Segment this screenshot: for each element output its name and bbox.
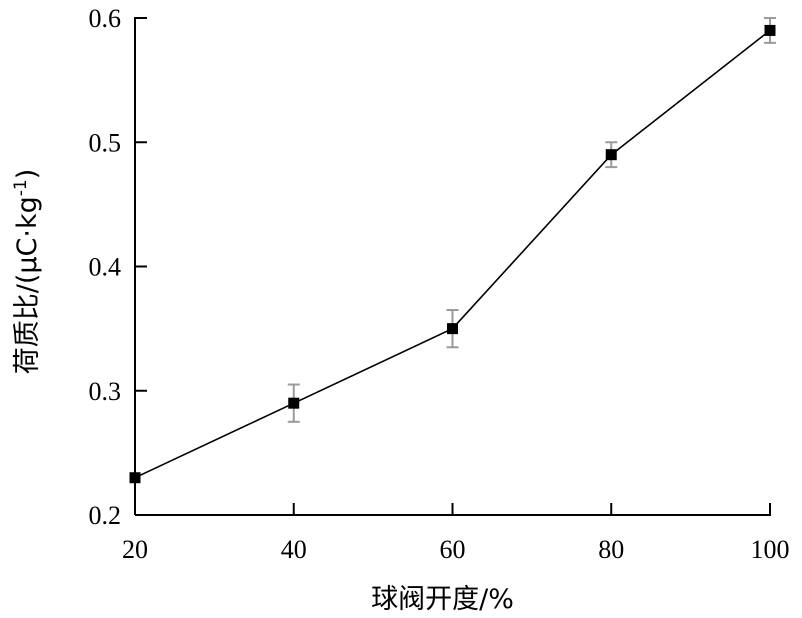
x-tick-label-3: 80 — [598, 535, 624, 564]
x-ticks: 20 40 60 80 100 — [122, 503, 790, 564]
x-tick-label-0: 20 — [122, 535, 148, 564]
y-ticks: 0.2 0.3 0.4 0.5 0.6 — [89, 4, 147, 530]
y-axis-title: 荷质比/(μC·kg-1) — [11, 169, 43, 375]
data-point-0 — [129, 472, 141, 484]
data-point-1 — [288, 397, 300, 409]
y-tick-label-2: 0.4 — [89, 253, 122, 282]
x-tick-label-2: 60 — [440, 535, 466, 564]
x-tick-label-4: 100 — [751, 535, 790, 564]
y-axis-title-superscript: -1 — [11, 179, 31, 196]
y-axis-title-close: ) — [12, 169, 43, 180]
data-point-2 — [447, 323, 458, 335]
axes — [134, 17, 771, 516]
y-axis-title-main: 荷质比/(μC·kg — [12, 196, 43, 374]
data-point-4 — [764, 24, 776, 36]
y-tick-label-1: 0.3 — [89, 377, 122, 406]
y-tick-label-0: 0.2 — [89, 501, 122, 530]
x-tick-label-1: 40 — [281, 535, 307, 564]
y-tick-label-3: 0.5 — [89, 128, 122, 157]
series-line-0 — [134, 29, 771, 479]
series-group — [129, 17, 776, 484]
data-point-3 — [605, 149, 617, 161]
x-axis-title: 球阀开度/% — [371, 584, 514, 615]
y-tick-label-4: 0.6 — [89, 4, 122, 33]
